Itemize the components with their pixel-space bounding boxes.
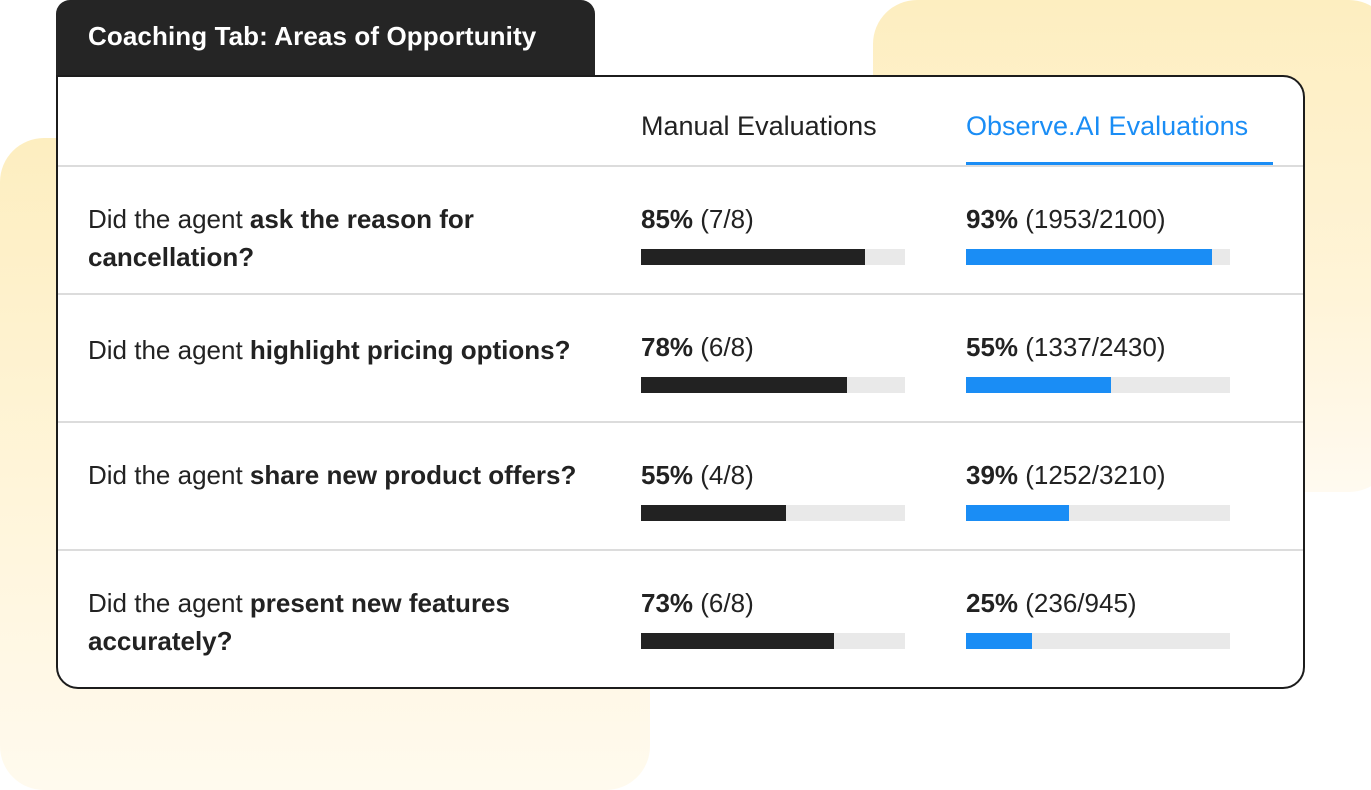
evaluation-row: Did the agent ask the reason for cancell… [58,167,1303,295]
question-text: Did the agent highlight pricing options? [88,331,618,369]
tab-title: Coaching Tab: Areas of Opportunity [88,21,537,51]
manual-percent: 85% [641,204,694,234]
question-prefix: Did the agent [88,335,250,365]
column-header-manual: Manual Evaluations [641,111,877,141]
manual-score: 85% (7/8) [641,203,905,235]
ai-count: (1953/2100) [1018,204,1166,234]
question-prefix: Did the agent [88,588,250,618]
tab-header[interactable]: Coaching Tab: Areas of Opportunity [56,0,595,76]
manual-progress-bar [641,505,787,521]
question-emphasis: ask the reason for cancellation? [88,204,474,272]
question-emphasis: share new product offers? [249,460,577,490]
ai-score: 25% (236/945) [966,587,1230,619]
manual-count: (4/8) [693,460,754,490]
question-emphasis: highlight pricing options? [249,335,571,365]
question-text: Did the agent present new features accur… [88,584,618,660]
manual-progress-track [641,377,905,393]
manual-metric: 85% (7/8) [641,203,905,265]
ai-progress-track [966,377,1230,393]
question-text: Did the agent share new product offers? [88,456,618,494]
evaluation-card: Manual Evaluations Observe.AI Evaluation… [56,75,1305,689]
manual-progress-track [641,249,905,265]
ai-progress-bar [966,505,1069,521]
column-header-ai[interactable]: Observe.AI Evaluations [966,111,1249,141]
manual-score: 78% (6/8) [641,331,905,363]
manual-score: 55% (4/8) [641,459,905,491]
ai-score: 55% (1337/2430) [966,331,1230,363]
manual-score: 73% (6/8) [641,587,905,619]
manual-progress-bar [641,377,847,393]
ai-progress-track [966,633,1230,649]
question-emphasis: present new features accurately? [88,588,510,656]
ai-score: 39% (1252/3210) [966,459,1230,491]
manual-metric: 55% (4/8) [641,459,905,521]
manual-progress-bar [641,633,834,649]
ai-metric: 25% (236/945) [966,587,1230,649]
ai-percent: 93% [966,204,1019,234]
manual-metric: 73% (6/8) [641,587,905,649]
ai-percent: 55% [966,332,1019,362]
ai-progress-bar [966,249,1212,265]
ai-progress-track [966,249,1230,265]
manual-count: (6/8) [693,588,754,618]
ai-percent: 39% [966,460,1019,490]
evaluation-row: Did the agent share new product offers? … [58,421,1303,549]
manual-progress-bar [641,249,866,265]
ai-count: (236/945) [1018,588,1137,618]
ai-score: 93% (1953/2100) [966,203,1230,235]
manual-metric: 78% (6/8) [641,331,905,393]
ai-percent: 25% [966,588,1019,618]
header-divider [58,165,1303,167]
ai-metric: 55% (1337/2430) [966,331,1230,393]
evaluation-row: Did the agent present new features accur… [58,549,1303,677]
manual-count: (7/8) [693,204,754,234]
question-prefix: Did the agent [88,204,250,234]
ai-column-active-underline [966,162,1273,165]
manual-percent: 73% [641,588,694,618]
ai-count: (1337/2430) [1018,332,1166,362]
ai-progress-bar [966,633,1032,649]
manual-percent: 55% [641,460,694,490]
manual-progress-track [641,633,905,649]
evaluation-row: Did the agent highlight pricing options?… [58,293,1303,421]
manual-percent: 78% [641,332,694,362]
ai-count: (1252/3210) [1018,460,1166,490]
ai-progress-track [966,505,1230,521]
ai-progress-bar [966,377,1112,393]
manual-count: (6/8) [693,332,754,362]
question-prefix: Did the agent [88,460,250,490]
question-text: Did the agent ask the reason for cancell… [88,200,618,276]
ai-metric: 39% (1252/3210) [966,459,1230,521]
ai-metric: 93% (1953/2100) [966,203,1230,265]
manual-progress-track [641,505,905,521]
